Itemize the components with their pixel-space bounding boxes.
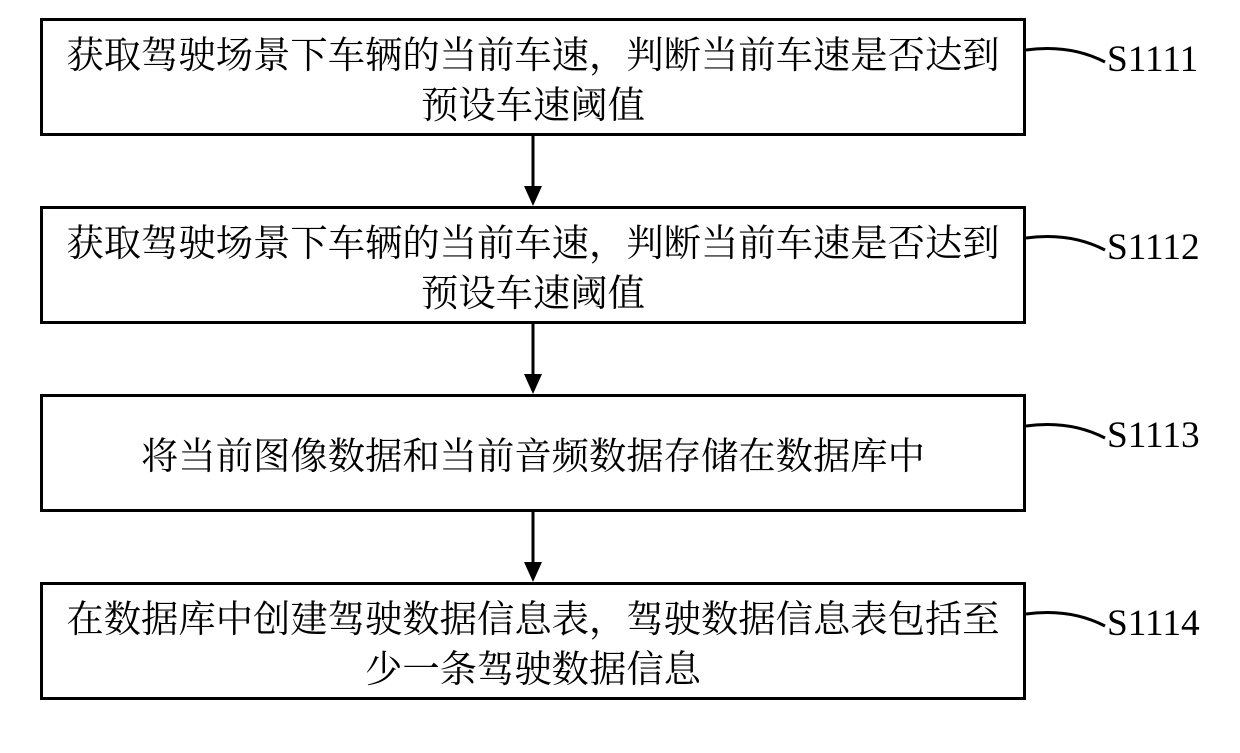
node-text: 将当前图像数据和当前音频数据存储在数据库中	[141, 428, 925, 478]
flowchart-node: 获取驾驶场景下车辆的当前车速，判断当前车速是否达到预设车速阈值	[40, 18, 1026, 136]
step-label-text: S1112	[1107, 227, 1200, 268]
edge-arrow	[524, 512, 542, 582]
flowchart-canvas: 获取驾驶场景下车辆的当前车速，判断当前车速是否达到预设车速阈值 S1111 获取…	[0, 0, 1240, 753]
step-label: S1112	[1107, 226, 1200, 269]
label-connector	[1026, 237, 1105, 251]
step-label: S1111	[1107, 38, 1198, 81]
label-connector	[1026, 49, 1105, 63]
step-label-text: S1113	[1107, 415, 1200, 456]
flowchart-node: 将当前图像数据和当前音频数据存储在数据库中	[40, 394, 1026, 512]
node-text: 获取驾驶场景下车辆的当前车速，判断当前车速是否达到预设车速阈值	[59, 27, 1007, 128]
edge-arrow	[524, 136, 542, 206]
label-connector	[1026, 613, 1105, 627]
step-label: S1113	[1107, 414, 1200, 457]
step-label: S1114	[1107, 602, 1200, 645]
flowchart-node: 获取驾驶场景下车辆的当前车速，判断当前车速是否达到预设车速阈值	[40, 206, 1026, 324]
step-label-text: S1114	[1107, 603, 1200, 644]
arrow-head-icon	[524, 186, 542, 206]
step-label-text: S1111	[1107, 39, 1198, 80]
label-connector	[1026, 425, 1105, 439]
node-text: 获取驾驶场景下车辆的当前车速，判断当前车速是否达到预设车速阈值	[59, 215, 1007, 316]
edge-arrow	[524, 324, 542, 394]
arrow-head-icon	[524, 562, 542, 582]
node-text: 在数据库中创建驾驶数据信息表，驾驶数据信息表包括至少一条驾驶数据信息	[59, 591, 1007, 692]
flowchart-node: 在数据库中创建驾驶数据信息表，驾驶数据信息表包括至少一条驾驶数据信息	[40, 582, 1026, 700]
arrow-head-icon	[524, 374, 542, 394]
